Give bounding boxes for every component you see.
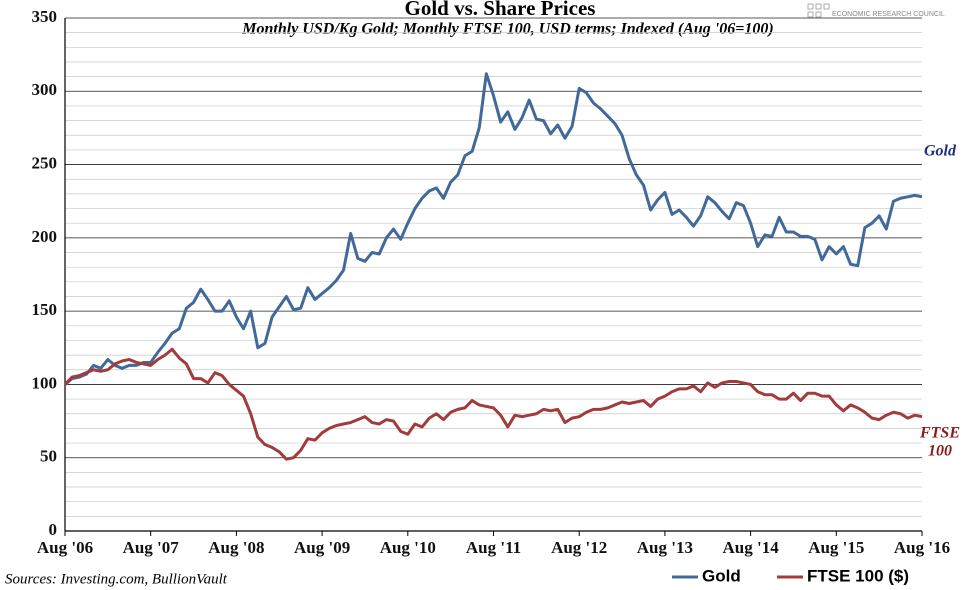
x-tick-label: Aug '08: [208, 538, 264, 557]
end-label: FTSE: [919, 424, 960, 441]
y-tick-label: 0: [49, 520, 58, 539]
y-tick-label: 50: [40, 447, 57, 466]
y-tick-label: 200: [32, 227, 58, 246]
x-tick-label: Aug '16: [894, 538, 950, 557]
logo-icon: [807, 3, 830, 18]
legend-label: Gold: [702, 566, 741, 585]
x-tick-label: Aug '06: [37, 538, 93, 557]
y-tick-label: 250: [32, 153, 58, 172]
x-tick-label: Aug '13: [637, 538, 693, 557]
data-line: [63, 347, 923, 461]
x-tick-label: Aug '15: [808, 538, 864, 557]
y-tick-label: 100: [32, 373, 58, 392]
y-tick-label: 350: [32, 7, 58, 26]
y-tick-label: 150: [32, 300, 58, 319]
data-line: [64, 72, 923, 386]
end-label: 100: [928, 442, 952, 459]
logo: ECONOMIC RESEARCH COUNCIL: [832, 11, 945, 18]
x-tick-label: Aug '07: [123, 538, 180, 557]
chart-subtitle: Monthly USD/Kg Gold; Monthly FTSE 100, U…: [241, 21, 773, 38]
end-label: Gold: [924, 142, 957, 159]
legend-label: FTSE 100 ($): [807, 566, 909, 585]
chart-title: Gold vs. Share Prices: [405, 0, 596, 20]
x-tick-label: Aug '14: [722, 538, 779, 557]
source-note: Sources: Investing.com, BullionVault: [5, 571, 228, 587]
x-tick-label: Aug '11: [466, 538, 521, 557]
y-tick-label: 300: [32, 80, 58, 99]
x-tick-label: Aug '09: [294, 538, 350, 557]
x-tick-label: Aug '10: [380, 538, 436, 557]
x-tick-label: Aug '12: [551, 538, 607, 557]
